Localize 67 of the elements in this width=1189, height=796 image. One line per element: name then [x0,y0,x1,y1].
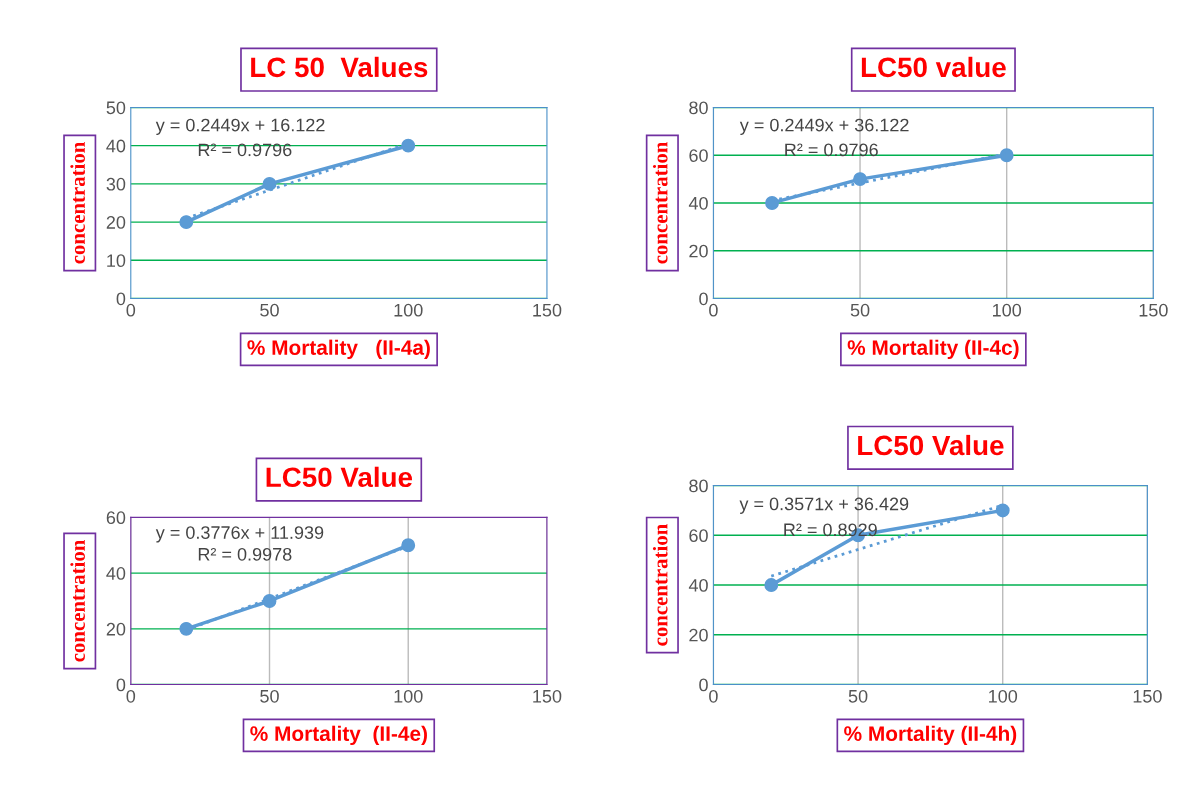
chart-title: LC50 value [861,56,1006,78]
y-tick-label: 80 [689,101,708,115]
x-tick-label: 150 [1139,303,1168,317]
point [764,578,779,593]
chart-title: LC 50 Values [251,56,428,78]
chart-title: LC50 Value [266,466,413,488]
annotation: y = 0.2449x + 16.122 [155,118,325,135]
y-tick-label: 10 [107,254,126,268]
y-axis-title: concentration [70,539,85,662]
point [401,138,416,153]
y-tick-label: 40 [106,139,126,153]
point [262,594,277,608]
x-tick-label: 100 [394,689,423,703]
x-tick-label: 0 [709,689,718,703]
y-tick-label: 20 [106,216,126,229]
y-tick-label: 60 [689,529,708,543]
x-tick-label: 50 [848,689,868,703]
point [995,503,1010,518]
y-axis-title: concentration [652,141,668,264]
x-tick-label: 50 [260,689,279,703]
y-tick-label: 40 [688,196,708,210]
x-tick-label: 100 [989,689,1018,703]
y-tick-label: 30 [106,177,126,191]
y-axis-title: concentration [70,141,85,264]
x-tick-label: 0 [126,689,136,703]
x-axis-title: % Mortality (II-4a) [247,339,430,360]
y-axis-title: concentration [652,524,668,646]
annotation: y = 0.2449x + 36.122 [739,118,909,135]
annotation: R² = 0.9796 [198,143,292,157]
point [262,176,277,191]
y-tick-label: 40 [688,578,708,592]
x-tick-label: 100 [394,303,423,317]
point [999,148,1014,163]
x-tick-label: 50 [850,303,870,317]
point [853,172,867,187]
annotation: R² = 0.9978 [198,547,292,561]
point [765,196,780,210]
x-tick-label: 50 [260,303,279,317]
annotation: y = 0.3571x + 36.429 [739,497,909,514]
y-tick-label: 80 [689,479,708,493]
x-axis-title: % Mortality (II-4h) [844,725,1017,746]
y-tick-label: 20 [106,622,126,636]
y-tick-label: 20 [689,244,708,258]
point [401,538,416,553]
point [179,621,194,636]
annotation: y = 0.3776x + 11.939 [155,526,324,543]
y-tick-label: 0 [116,292,126,306]
annotation: R² = 0.9796 [785,143,878,157]
x-tick-label: 150 [533,303,562,317]
y-tick-label: 50 [106,101,126,115]
point [179,215,194,230]
y-tick-label: 60 [106,511,126,525]
x-tick-label: 100 [993,303,1022,317]
x-axis-title: % Mortality (II-4c) [847,339,1019,360]
x-tick-label: 0 [126,303,136,317]
y-tick-label: 20 [689,628,708,642]
y-tick-label: 40 [106,567,126,580]
x-tick-label: 0 [709,303,718,317]
annotation: R² = 0.8929 [784,523,877,537]
x-tick-label: 150 [1133,689,1162,703]
y-tick-label: 60 [689,149,708,162]
y-tick-label: 0 [699,678,708,692]
y-tick-label: 0 [116,678,126,692]
x-tick-label: 150 [533,689,562,703]
x-axis-title: % Mortality (II-4e) [250,725,427,746]
chart-title: LC50 Value [858,434,1004,456]
y-tick-label: 0 [699,292,708,306]
